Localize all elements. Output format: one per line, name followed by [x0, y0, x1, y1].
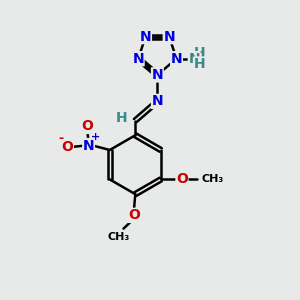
Text: -: -: [58, 132, 64, 145]
Text: O: O: [81, 119, 93, 134]
Text: H: H: [194, 57, 206, 71]
Text: N: N: [163, 30, 175, 44]
Text: N: N: [188, 52, 200, 66]
Text: +: +: [91, 132, 101, 142]
Text: N: N: [140, 30, 152, 44]
Text: H: H: [116, 111, 128, 124]
Text: N: N: [152, 94, 163, 108]
Text: CH₃: CH₃: [108, 232, 130, 242]
Text: N: N: [152, 68, 163, 82]
Text: H: H: [194, 46, 206, 60]
Text: CH₃: CH₃: [201, 174, 224, 184]
Text: O: O: [176, 172, 188, 186]
Text: N: N: [132, 52, 144, 66]
Text: N: N: [83, 139, 94, 153]
Text: O: O: [61, 140, 73, 154]
Text: O: O: [128, 208, 140, 222]
Text: N: N: [171, 52, 182, 66]
